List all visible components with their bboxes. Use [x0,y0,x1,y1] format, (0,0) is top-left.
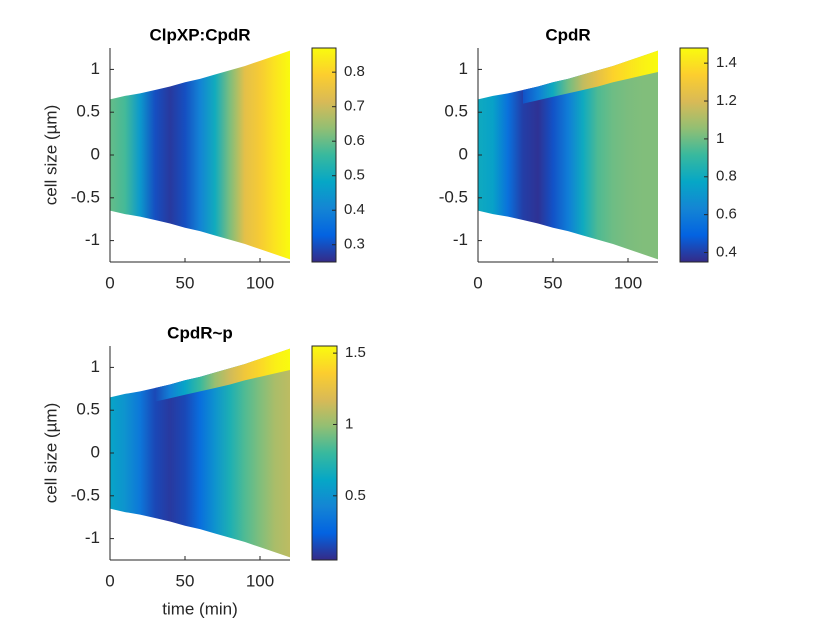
y-tick-label: -1 [85,528,100,547]
colorbar-tick-label: 0.3 [344,236,365,253]
colorbar-tick-label: 0.5 [344,167,365,184]
colorbar-tick-label: 0.7 [344,98,365,115]
colorbar-tick-label: 1.5 [345,344,366,361]
x-tick-label: 100 [246,571,274,590]
colorbar-tick-label: 0.6 [716,206,737,223]
x-tick-label: 100 [614,273,642,292]
colorbar-tick-label: 0.4 [716,243,737,260]
y-tick-label: 0.5 [76,400,100,419]
y-tick-label: 1 [459,59,468,78]
x-tick-label: 0 [105,273,114,292]
y-tick-label: 0.5 [444,102,468,121]
x-tick-label: 50 [176,571,195,590]
colorbar-tick-label: 0.8 [344,63,365,80]
y-tick-label: 1 [91,59,100,78]
cell-body [110,50,290,260]
chart-title: CpdR [545,25,590,44]
y-tick-label: -1 [85,230,100,249]
x-tick-label: 0 [473,273,482,292]
colorbar-tick-label: 1 [345,415,353,432]
colorbar [311,47,337,263]
y-tick-label: -1 [453,230,468,249]
x-tick-label: 0 [105,571,114,590]
colorbar-tick-label: 1 [716,130,724,147]
y-tick-label: 0 [459,144,468,163]
y-tick-label: 0 [91,442,100,461]
chart-title: CpdR~p [167,323,233,342]
colorbar-tick-label: 1.2 [716,92,737,109]
x-tick-label: 50 [176,273,195,292]
y-tick-label: 0 [91,144,100,163]
y-axis-label: cell size (µm) [41,403,60,503]
pole-band [523,50,658,104]
y-tick-label: 0.5 [76,102,100,121]
colorbar [679,47,709,263]
x-tick-label: 100 [246,273,274,292]
colorbar-tick-label: 0.6 [344,132,365,149]
y-tick-label: -0.5 [71,187,100,206]
colorbar-tick-label: 0.5 [345,487,366,504]
y-tick-label: -0.5 [439,187,468,206]
pole-band [155,348,290,402]
x-tick-label: 50 [544,273,563,292]
chart-title: ClpXP:CpdR [149,25,250,44]
colorbar-tick-label: 0.8 [716,168,737,185]
colorbar-tick-label: 1.4 [716,54,737,71]
x-axis-label: time (min) [162,599,238,618]
y-axis-label: cell size (µm) [41,105,60,205]
colorbar-tick-label: 0.4 [344,201,365,218]
y-tick-label: -0.5 [71,485,100,504]
y-tick-label: 1 [91,357,100,376]
colorbar [311,345,338,561]
